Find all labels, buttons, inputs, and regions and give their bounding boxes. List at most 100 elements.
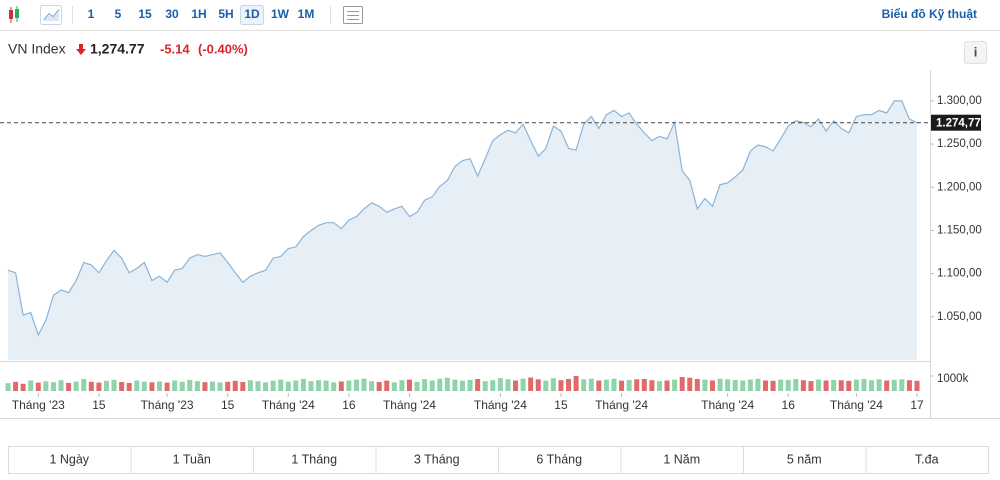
volume-bar	[717, 378, 723, 391]
volume-bar	[763, 380, 768, 391]
interval-button[interactable]: 1M	[298, 7, 315, 21]
volume-bar	[232, 380, 238, 391]
volume-bar	[755, 378, 761, 391]
volume-bar	[619, 380, 625, 391]
table-icon[interactable]	[343, 6, 363, 24]
range-label[interactable]: 6 Tháng	[536, 452, 582, 466]
info-button[interactable]	[964, 41, 987, 64]
volume-bar	[634, 379, 640, 391]
volume-bar	[656, 381, 662, 391]
y-tick-label: 1.050,00	[937, 311, 982, 323]
volume-bar	[88, 381, 94, 391]
volume-bar	[399, 380, 405, 391]
last-price-box	[931, 114, 981, 131]
volume-bar	[649, 380, 655, 391]
volume-bar	[869, 380, 875, 391]
y-tick-label: 1.100,00	[937, 268, 982, 280]
candle-icon[interactable]	[9, 6, 19, 23]
volume-bar	[497, 378, 503, 391]
volume-bar	[13, 381, 19, 391]
volume-bar	[467, 379, 473, 391]
technical-chart-link[interactable]: Biểu đồ Kỹ thuật	[882, 7, 977, 21]
volume-bar	[323, 380, 329, 391]
range-button[interactable]	[375, 446, 499, 474]
volume-bar	[808, 381, 814, 391]
volume-bar	[247, 380, 253, 391]
interval-button[interactable]: 30	[165, 7, 179, 21]
volume-bar	[641, 379, 647, 391]
volume-bar	[384, 380, 390, 391]
volume-bar	[58, 380, 64, 391]
interval-active-box	[240, 5, 264, 25]
volume-bar	[111, 379, 117, 391]
volume-bar	[611, 378, 617, 391]
volume-bar	[20, 383, 26, 391]
range-label[interactable]: 5 năm	[787, 452, 822, 466]
volume-bar	[884, 380, 890, 391]
range-button[interactable]	[130, 446, 254, 474]
range-label[interactable]: 1 Tuần	[173, 452, 211, 466]
line-chart-icon[interactable]	[40, 5, 62, 25]
volume-bar	[452, 379, 458, 391]
volume-bar	[164, 382, 170, 391]
volume-bar	[149, 382, 155, 391]
y-tick-label: 1.250,00	[937, 138, 982, 150]
interval-button[interactable]: 5	[115, 7, 122, 21]
volume-bar	[172, 380, 178, 391]
volume-bar	[141, 381, 147, 391]
chart: Investing.com1.050,001.100,001.150,001.2…	[0, 95, 982, 412]
volume-bar	[528, 377, 534, 391]
range-label[interactable]: 1 Tháng	[291, 452, 337, 466]
volume-bar	[664, 380, 670, 391]
volume-bar	[891, 379, 897, 391]
volume-bar	[861, 379, 867, 391]
x-tick-label: Tháng '24	[262, 398, 315, 412]
volume-bar	[906, 380, 912, 391]
volume-bar	[573, 376, 579, 391]
volume-bar	[43, 381, 49, 391]
volume-bar	[293, 380, 299, 391]
volume-bar	[157, 381, 162, 391]
range-button[interactable]	[865, 446, 989, 474]
range-label[interactable]: 3 Tháng	[414, 452, 460, 466]
range-label[interactable]: 1 Ngày	[49, 452, 89, 466]
interval-button[interactable]: 1D	[244, 7, 260, 21]
volume-bar	[187, 379, 193, 391]
volume-bar	[217, 382, 223, 391]
interval-button[interactable]: 1W	[271, 7, 290, 21]
info-icon[interactable]: i	[974, 44, 978, 59]
range-button[interactable]	[498, 446, 622, 474]
volume-bar	[702, 379, 708, 391]
volume-bar	[369, 381, 375, 391]
volume-bar	[35, 382, 41, 391]
x-tick-label: Tháng '23	[12, 398, 65, 412]
interval-button[interactable]: 1	[88, 7, 95, 21]
volume-bar	[490, 380, 496, 391]
volume-bar	[346, 380, 352, 391]
volume-bar	[679, 377, 685, 391]
interval-button[interactable]: 1H	[191, 7, 206, 21]
range-button[interactable]	[253, 446, 377, 474]
volume-bar	[338, 381, 344, 391]
volume-bar	[263, 382, 269, 391]
volume-bar	[278, 379, 284, 391]
interval-button[interactable]: 15	[138, 7, 152, 21]
volume-bar	[126, 382, 132, 391]
volume-bar	[687, 377, 693, 391]
range-label[interactable]: T.đa	[915, 452, 939, 466]
volume-bar	[846, 380, 852, 391]
volume-bar	[709, 380, 715, 391]
interval-button[interactable]: 5H	[218, 7, 233, 21]
range-label[interactable]: 1 Năm	[663, 452, 700, 466]
volume-bar	[429, 380, 435, 391]
volume-bar	[194, 381, 200, 391]
volume-bar	[28, 380, 34, 391]
x-tick-label: Tháng '24	[595, 398, 648, 412]
volume-bar	[482, 381, 488, 391]
volume-bar	[414, 381, 420, 391]
volume-bar	[308, 381, 314, 391]
x-tick-label: 16	[782, 398, 796, 412]
volume-bar	[543, 380, 549, 391]
volume-bar	[793, 379, 799, 391]
volume-bar	[270, 380, 276, 391]
